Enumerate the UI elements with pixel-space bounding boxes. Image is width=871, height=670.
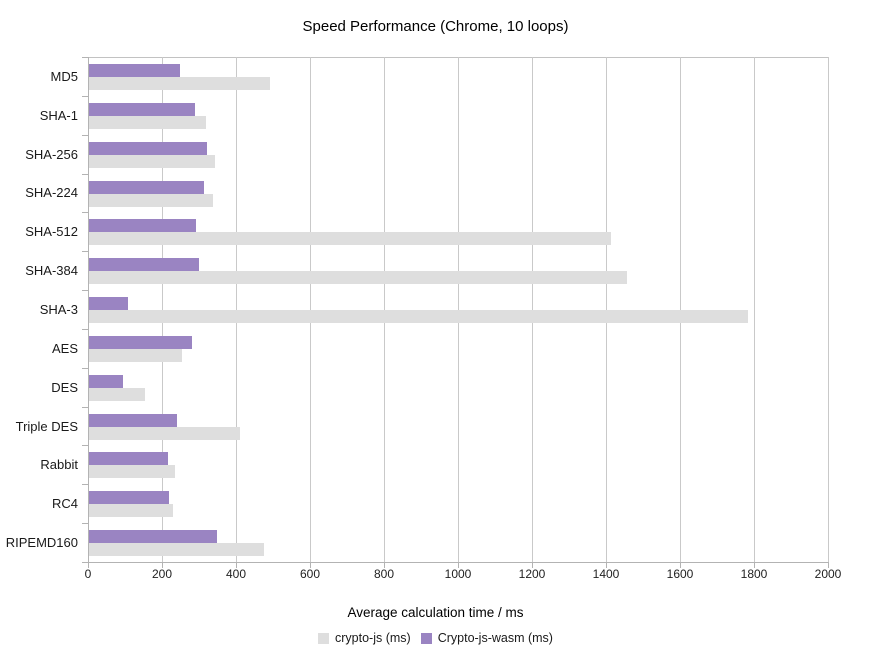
bar-crypto-js-ms [89, 543, 264, 556]
x-tick-label: 200 [151, 567, 173, 581]
bar-crypto-js-wasm-ms [89, 258, 199, 271]
bar-crypto-js-wasm-ms [89, 375, 123, 388]
legend-swatch-icon [420, 632, 432, 644]
bar-crypto-js-ms [89, 349, 182, 362]
bar-crypto-js-wasm-ms [89, 181, 204, 194]
bar-crypto-js-wasm-ms [89, 414, 177, 427]
x-tick-label: 600 [299, 567, 321, 581]
y-tick-mark [82, 329, 88, 330]
legend-label: Crypto-js-wasm (ms) [437, 631, 553, 645]
y-tick-mark [82, 562, 88, 563]
x-tick-label: 0 [84, 567, 92, 581]
x-tick-mark [458, 562, 459, 568]
x-tick-label: 1000 [444, 567, 472, 581]
category-label: Rabbit [40, 457, 78, 473]
category-label: SHA-224 [25, 185, 78, 201]
bar-crypto-js-wasm-ms [89, 142, 207, 155]
y-tick-mark [82, 57, 88, 58]
x-tick-label: 400 [225, 567, 247, 581]
category-label: SHA-384 [25, 263, 78, 279]
x-tick-mark [754, 562, 755, 568]
category-label: RC4 [51, 496, 78, 512]
y-tick-mark [82, 135, 88, 136]
category-label: DES [51, 379, 78, 395]
gridline [458, 57, 459, 562]
y-tick-mark [82, 407, 88, 408]
bar-crypto-js-ms [89, 271, 627, 284]
x-tick-label: 1200 [518, 567, 546, 581]
x-tick-mark [606, 562, 607, 568]
gridline [754, 57, 755, 562]
x-tick-mark [162, 562, 163, 568]
gridline [384, 57, 385, 562]
y-tick-mark [82, 290, 88, 291]
category-label: SHA-1 [39, 107, 78, 123]
x-tick-mark [310, 562, 311, 568]
gridline [828, 57, 829, 562]
bar-crypto-js-ms [89, 465, 175, 478]
y-tick-mark [82, 251, 88, 252]
bar-crypto-js-wasm-ms [89, 64, 180, 77]
bar-crypto-js-wasm-ms [89, 336, 192, 349]
bar-crypto-js-wasm-ms [89, 103, 195, 116]
category-label: MD5 [50, 68, 78, 84]
category-axis: MD5 SHA-1 SHA-256 SHA-224 SHA-512 SHA-384 SHA-… [0, 57, 78, 562]
x-tick-mark [532, 562, 533, 568]
bar-crypto-js-wasm-ms [89, 530, 217, 543]
gridline [680, 57, 681, 562]
x-tick-mark [828, 562, 829, 568]
x-tick-label: 2000 [814, 567, 842, 581]
bar-crypto-js-ms [89, 116, 206, 129]
y-axis-line [88, 57, 89, 562]
gridline [310, 57, 311, 562]
legend-item: Crypto-js-wasm (ms) [420, 631, 553, 645]
bar-crypto-js-wasm-ms [89, 219, 196, 232]
bar-crypto-js-wasm-ms [89, 452, 168, 465]
y-tick-mark [82, 174, 88, 175]
x-tick-label: 1600 [666, 567, 694, 581]
bar-crypto-js-ms [89, 194, 213, 207]
gridline [532, 57, 533, 562]
y-tick-mark [82, 445, 88, 446]
legend-label: crypto-js (ms) [335, 631, 411, 645]
plot-area [82, 57, 829, 568]
bar-crypto-js-ms [89, 155, 215, 168]
gridline [162, 57, 163, 562]
category-label: SHA-3 [39, 301, 78, 317]
bar-crypto-js-ms [89, 504, 173, 517]
y-tick-mark [82, 96, 88, 97]
category-label: RIPEMD160 [5, 535, 78, 551]
y-tick-mark [82, 523, 88, 524]
category-label: AES [51, 340, 78, 356]
category-label: SHA-512 [25, 224, 78, 240]
bar-crypto-js-ms [89, 310, 748, 323]
category-label: SHA-256 [25, 146, 78, 162]
x-tick-mark [88, 562, 89, 568]
legend-swatch-icon [318, 632, 329, 644]
bar-crypto-js-wasm-ms [89, 297, 128, 310]
bar-crypto-js-ms [89, 427, 240, 440]
x-tick-mark [384, 562, 385, 568]
gridline [606, 57, 607, 562]
category-label: Triple DES [15, 418, 78, 434]
x-tick-label: 1400 [592, 567, 620, 581]
x-tick-label: 1800 [740, 567, 768, 581]
gridline [236, 57, 237, 562]
y-tick-mark [82, 368, 88, 369]
x-axis-title: Average calculation time / ms [347, 605, 524, 620]
x-tick-label: 800 [373, 567, 395, 581]
legend: crypto-js (ms) Crypto-js-wasm (ms) [0, 631, 871, 645]
chart-title: Speed Performance (Chrome, 10 loops) [302, 18, 569, 35]
y-tick-mark [82, 212, 88, 213]
bar-crypto-js-ms [89, 77, 270, 90]
bar-crypto-js-ms [89, 232, 611, 245]
bar-crypto-js-wasm-ms [89, 491, 169, 504]
legend-item: crypto-js (ms) [318, 631, 411, 645]
x-tick-labels: 0 200 400 600 800 1000 1200 1400 1600 1800 2000 [84, 567, 842, 583]
x-tick-mark [236, 562, 237, 568]
bar-crypto-js-ms [89, 388, 145, 401]
x-tick-mark [680, 562, 681, 568]
y-tick-mark [82, 484, 88, 485]
